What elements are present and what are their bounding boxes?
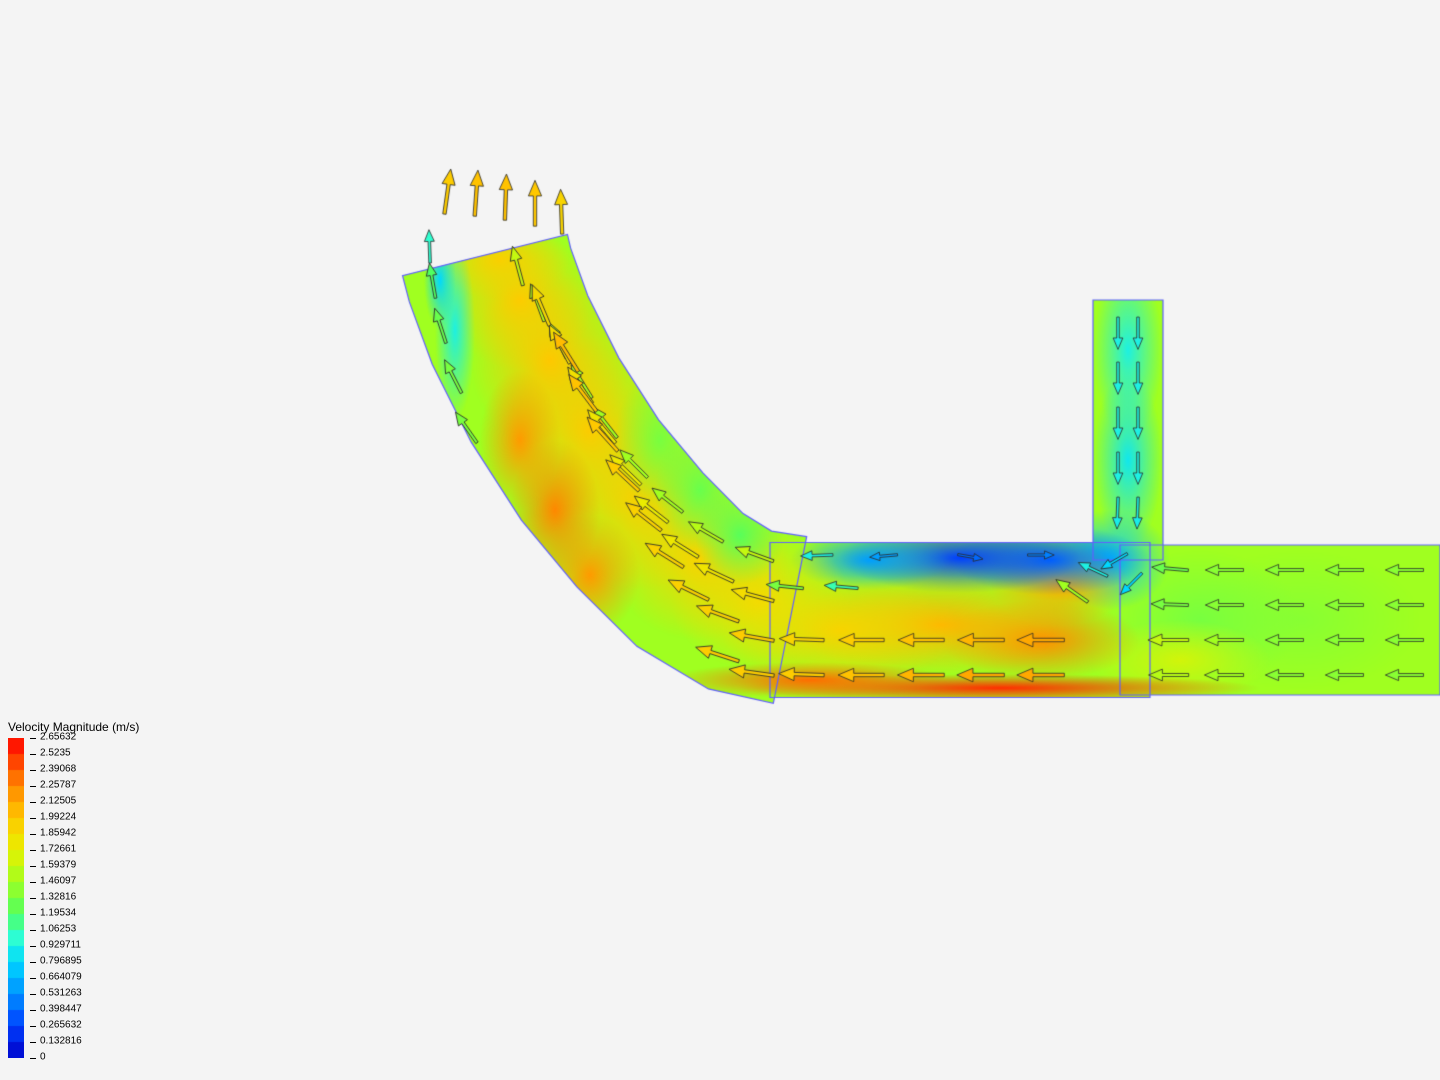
legend-tick-mark <box>30 866 36 867</box>
legend-tick-mark <box>30 962 36 963</box>
colormap-legend: Velocity Magnitude (m/s) 2.656322.52352.… <box>8 720 139 1058</box>
legend-tick-mark <box>30 818 36 819</box>
legend-tick-label: 1.72661 <box>40 845 76 855</box>
legend-tick-label: 2.12505 <box>40 797 76 807</box>
legend-tick-label: 2.39068 <box>40 765 76 775</box>
legend-tick-mark <box>30 786 36 787</box>
legend-tick-mark <box>30 834 36 835</box>
legend-tick-mark <box>30 850 36 851</box>
legend-tick-mark <box>30 946 36 947</box>
legend-colorbar <box>8 738 24 1058</box>
cfd-canvas <box>0 0 1440 1080</box>
legend-tick-label: 0.132816 <box>40 1037 82 1047</box>
legend-tick-mark <box>30 1010 36 1011</box>
legend-tick-label: 0.265632 <box>40 1021 82 1031</box>
legend-tick-label: 2.65632 <box>40 733 76 743</box>
legend-tick-mark <box>30 1026 36 1027</box>
legend-tick-label: 0.664079 <box>40 973 82 983</box>
legend-tick-label: 0.531263 <box>40 989 82 999</box>
legend-tick-mark <box>30 738 36 739</box>
legend-body: 2.656322.52352.390682.257872.125051.9922… <box>8 738 139 1058</box>
legend-tick-label: 0.929711 <box>40 941 81 951</box>
legend-tick-label: 1.46097 <box>40 877 76 887</box>
legend-tick-mark <box>30 978 36 979</box>
legend-tick-label: 2.5235 <box>40 749 71 759</box>
legend-tick-label: 2.25787 <box>40 781 76 791</box>
legend-tick-label: 1.99224 <box>40 813 76 823</box>
legend-tick-mark <box>30 1042 36 1043</box>
legend-tick-label: 0 <box>40 1053 46 1063</box>
legend-tick-label: 1.59379 <box>40 861 76 871</box>
legend-tick-label: 1.32816 <box>40 893 76 903</box>
legend-tick-mark <box>30 802 36 803</box>
legend-tick-mark <box>30 754 36 755</box>
legend-tick-label: 1.06253 <box>40 925 76 935</box>
legend-tick-label: 0.398447 <box>40 1005 82 1015</box>
legend-tick-mark <box>30 994 36 995</box>
legend-tick-mark <box>30 882 36 883</box>
legend-tick-label: 1.85942 <box>40 829 76 839</box>
legend-tick-label: 1.19534 <box>40 909 76 919</box>
legend-tick-mark <box>30 898 36 899</box>
legend-tick-mark <box>30 914 36 915</box>
legend-tick-label: 0.796895 <box>40 957 82 967</box>
cfd-viewport: Velocity Magnitude (m/s) 2.656322.52352.… <box>0 0 1440 1080</box>
legend-tick-mark <box>30 1058 36 1059</box>
legend-tick-mark <box>30 930 36 931</box>
legend-tick-mark <box>30 770 36 771</box>
